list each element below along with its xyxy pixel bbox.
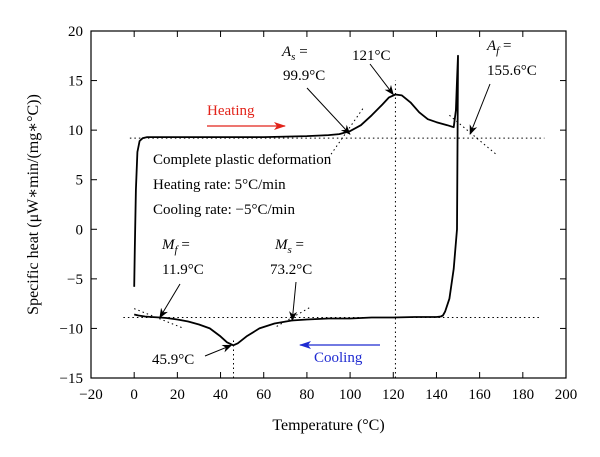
annotation-arrow — [204, 344, 233, 357]
x-tick-label: 140 — [425, 387, 448, 403]
annotation: 121°C — [352, 48, 394, 96]
y-tick-label: 20 — [68, 24, 83, 40]
annotation-arrow — [306, 87, 351, 135]
annotation-text: Cooling — [314, 350, 363, 366]
x-tick-label: 80 — [299, 387, 314, 403]
annotation: Af = 155.6°C — [469, 38, 537, 136]
annotation: Mf = 11.9°C — [159, 237, 204, 319]
y-tick-label: 15 — [68, 74, 83, 90]
annotation: Ms = 73.2°C — [270, 237, 312, 322]
y-tick-label: −10 — [60, 321, 83, 337]
annotation-text: Heating — [207, 103, 255, 119]
annotation-text: 73.2°C — [270, 262, 312, 278]
dotted-guide-lines — [123, 80, 545, 378]
x-tick-label: 180 — [512, 387, 535, 403]
annotation-text: 121°C — [352, 48, 391, 64]
annotation-text: 99.9°C — [283, 68, 325, 84]
y-axis-title: Specific heat (μW∗min/(mg∗°C)) — [25, 94, 42, 315]
series-line — [133, 54, 459, 347]
dotted-line — [449, 114, 498, 156]
series-layer — [133, 54, 459, 347]
annotations: As = 99.9°C 121°C Af = 155.6°C Mf = 11.9°C Ms =… — [152, 38, 537, 368]
plot-frame — [90, 30, 567, 379]
annotation-text: 11.9°C — [162, 262, 204, 278]
info-line: Complete plastic deformation — [153, 152, 332, 168]
y-tick-label: 5 — [76, 173, 84, 189]
x-tick-label: 120 — [382, 387, 405, 403]
x-tick-label: 60 — [256, 387, 271, 403]
y-tick-label: 0 — [76, 222, 84, 238]
annotation: Cooling — [299, 341, 380, 366]
x-tick-label: 0 — [130, 387, 138, 403]
x-tick-label: 200 — [555, 387, 578, 403]
y-tick-label: −15 — [60, 371, 83, 387]
y-tick-label: −5 — [67, 272, 83, 288]
info-text-block: Complete plastic deformation Heating rat… — [153, 152, 332, 218]
annotation-text: As = — [281, 44, 308, 63]
annotation-text: 155.6°C — [487, 63, 537, 79]
x-tick-label: 160 — [468, 387, 491, 403]
annotation-arrow — [469, 83, 491, 136]
annotation: 45.9°C — [152, 344, 233, 368]
y-tick-label: 10 — [68, 123, 83, 139]
info-line: Heating rate: 5°C/min — [153, 177, 286, 193]
dotted-line — [328, 108, 364, 159]
annotation: Heating — [207, 103, 286, 130]
annotation-arrow — [159, 283, 181, 319]
axis-ticks: −20 0 20 40 60 80 100 120 140 160 180 200 −15 −10 −5 0 5… — [60, 24, 578, 403]
annotation: As = 99.9°C — [281, 44, 351, 135]
x-tick-label: 100 — [339, 387, 362, 403]
annotation-text: Ms = — [274, 237, 304, 256]
annotation-text: Mf = — [161, 237, 190, 256]
x-axis-title: Temperature (°C) — [272, 417, 384, 434]
dotted-line — [276, 306, 312, 327]
annotation-text: 45.9°C — [152, 352, 194, 368]
annotation-arrow — [289, 281, 298, 322]
x-tick-label: −20 — [79, 387, 102, 403]
annotation-arrow — [369, 63, 394, 96]
annotation-text: Af = — [486, 38, 511, 57]
x-tick-label: 20 — [170, 387, 185, 403]
x-tick-label: 40 — [213, 387, 228, 403]
info-line: Cooling rate: −5°C/min — [153, 202, 295, 218]
